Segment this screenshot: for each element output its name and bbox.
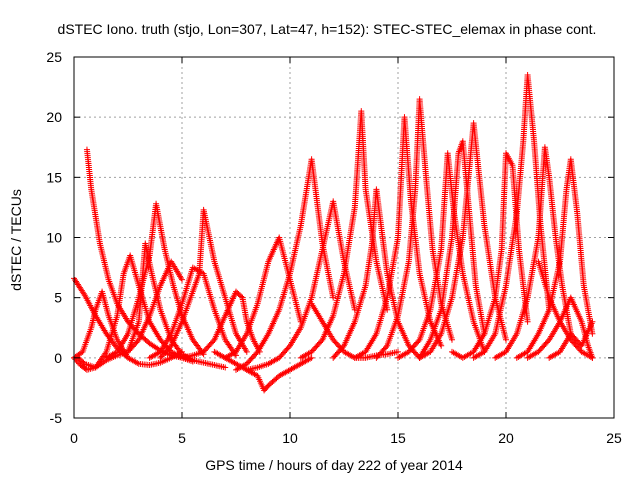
x-tick-label: 25 [606, 430, 622, 446]
x-tick-label: 0 [70, 430, 78, 446]
series-0 [71, 275, 185, 369]
y-tick-label: 5 [54, 290, 62, 306]
data-point [125, 354, 131, 361]
y-tick-label: 10 [46, 230, 62, 246]
data-points [71, 72, 596, 394]
data-point [134, 338, 141, 345]
y-tick-label: -5 [50, 410, 63, 426]
y-tick-label: 25 [46, 49, 62, 65]
x-tick-label: 10 [282, 430, 298, 446]
y-axis-label: dSTEC / TECUs [8, 189, 24, 291]
y-tick-label: 0 [54, 350, 62, 366]
y-tick-label: 20 [46, 109, 62, 125]
chart-title: dSTEC Iono. truth (stjo, Lon=307, Lat=47… [58, 21, 597, 37]
data-point [167, 344, 173, 351]
data-point [74, 359, 81, 366]
grid [74, 57, 614, 418]
series-8 [157, 206, 250, 361]
x-tick-label: 5 [178, 430, 186, 446]
data-point [179, 276, 185, 283]
series-4 [71, 288, 131, 361]
x-axis-label: GPS time / hours of day 222 of year 2014 [205, 457, 463, 473]
data-point [222, 364, 229, 371]
x-tick-label: 20 [498, 430, 514, 446]
series-14 [297, 108, 391, 361]
y-tick-label: 15 [46, 169, 62, 185]
x-tick-label: 15 [390, 430, 406, 446]
